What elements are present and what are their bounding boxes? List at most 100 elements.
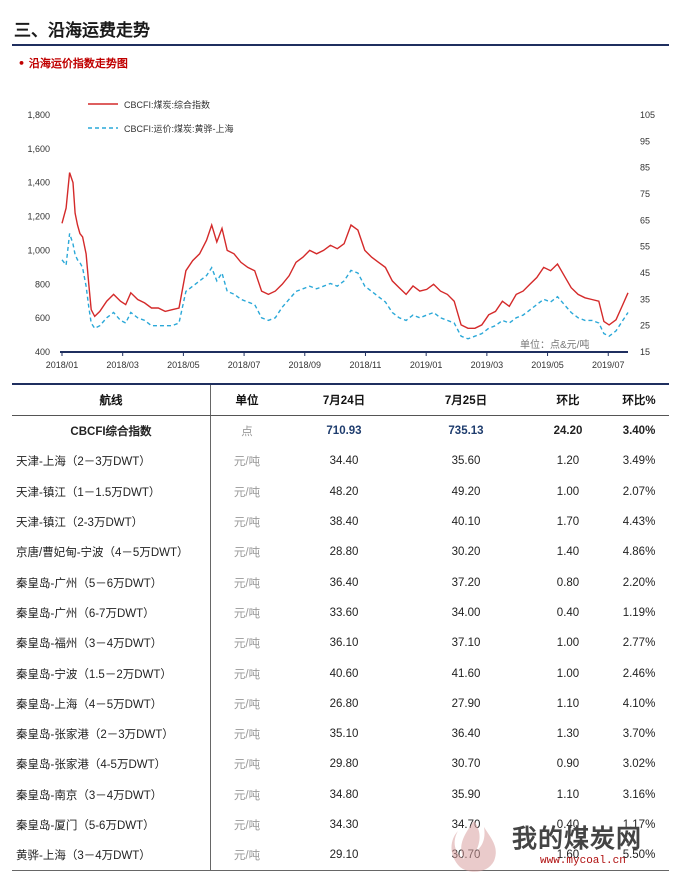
- right-axis-tick-label: 105: [640, 110, 655, 120]
- x-axis-tick-label: 2018/11: [350, 360, 382, 370]
- cell-change: 0.40: [556, 819, 580, 831]
- table-row: 秦皇岛-厦门（5-6万DWT） 元/吨 34.30 34.70 0.40 1.17%: [12, 809, 669, 841]
- cell-unit: 元/吨: [210, 718, 283, 750]
- right-axis-tick-label: 95: [640, 136, 650, 146]
- series-line-huanghua-shanghai: [61, 233, 629, 340]
- cell-route: 天津-上海（2－3万DWT）: [16, 456, 151, 469]
- cell-route: 秦皇岛-南京（3－4万DWT）: [16, 789, 163, 802]
- col-header-route: 航线: [12, 383, 211, 416]
- table-row: 秦皇岛-张家港（4-5万DWT） 元/吨 29.80 30.70 0.90 3.02%: [12, 749, 669, 780]
- cell-route: CBCFI综合指数: [70, 426, 152, 439]
- cell-change: 1.20: [556, 455, 580, 468]
- table-row: 秦皇岛-广州（5－6万DWT） 元/吨 36.40 37.20 0.80 2.20%: [12, 567, 669, 598]
- table-row: 天津-镇江（2-3万DWT） 元/吨 38.40 40.10 1.70 4.43%: [12, 506, 669, 538]
- right-axis-tick-label: 35: [640, 294, 650, 304]
- cell-unit: 点: [210, 415, 283, 447]
- left-axis-tick-label: 1,800: [27, 110, 50, 120]
- cell-route: 秦皇岛-厦门（5-6万DWT）: [16, 820, 155, 832]
- cell-change-pct: 1.17%: [622, 819, 656, 831]
- cell-jul24: 34.40: [329, 455, 359, 468]
- right-axis-tick-label: 15: [640, 347, 650, 357]
- cell-change-pct: 5.50%: [609, 840, 669, 872]
- left-axis-tick-label: 400: [35, 347, 50, 357]
- cell-jul24: 29.80: [329, 758, 359, 771]
- legend-label-huanghua-shanghai: CBCFI:运价:煤炭:黄骅-上海: [124, 123, 234, 134]
- cell-jul25: 36.40: [451, 728, 481, 741]
- cell-unit: 元/吨: [210, 506, 283, 538]
- cell-jul25: 30.70: [451, 758, 481, 771]
- cell-change: 1.30: [556, 728, 580, 741]
- col-header-unit: 单位: [210, 383, 283, 416]
- cell-unit: 元/吨: [210, 749, 283, 780]
- cell-unit: 元/吨: [210, 446, 283, 477]
- left-axis-ticks: 400 600 800 1,000 1,200 1,400 1,600 1,800: [27, 110, 50, 357]
- cell-jul24: 36.10: [329, 637, 359, 650]
- table-row-index: CBCFI综合指数 点 710.93 735.13 24.20 3.40%: [12, 415, 669, 447]
- cell-route: 京唐/曹妃甸-宁波（4－5万DWT）: [16, 547, 189, 560]
- cell-unit: 元/吨: [210, 688, 283, 719]
- cell-jul25: 30.70: [405, 840, 527, 872]
- cell-jul24: 26.80: [329, 697, 359, 710]
- right-axis-ticks: 15 25 35 45 55 65 75 85 95 105: [640, 110, 655, 357]
- cell-route: 秦皇岛-广州（6-7万DWT）: [16, 607, 155, 620]
- table-row: 天津-镇江（1－1.5万DWT） 元/吨 48.20 49.20 1.00 2.07%: [12, 476, 669, 507]
- cell-jul25: 30.20: [451, 546, 481, 559]
- left-axis-tick-label: 600: [35, 313, 50, 323]
- cell-jul25: 40.10: [451, 516, 481, 529]
- cell-jul24: 34.30: [329, 819, 359, 831]
- freight-index-chart: 400 600 800 1,000 1,200 1,400 1,600 1,800 15 25 3…: [27, 99, 655, 370]
- left-axis-tick-label: 800: [35, 279, 50, 289]
- x-axis-tick-label: 2018/01: [46, 360, 79, 370]
- cell-change: 1.70: [556, 516, 580, 529]
- right-axis-tick-label: 55: [640, 242, 650, 252]
- cell-unit: 元/吨: [210, 567, 283, 598]
- cell-jul24: 28.80: [329, 546, 359, 559]
- cell-change-pct: 4.10%: [622, 697, 656, 710]
- cell-jul25: 41.60: [451, 667, 481, 680]
- table-row: 秦皇岛-宁波（1.5－2万DWT） 元/吨 40.60 41.60 1.00 2.46%: [12, 658, 669, 689]
- chart-legend: CBCFI:煤炭:综合指数 CBCFI:运价:煤炭:黄骅-上海: [88, 99, 234, 134]
- cell-jul24: 29.10: [283, 840, 405, 872]
- cell-change: 1.00: [556, 637, 580, 650]
- table-header-row: 航线 单位 7月24日 7月25日 环比 环比%: [12, 383, 669, 416]
- section-title: 三、沿海运费走势: [14, 21, 150, 41]
- cell-route: 秦皇岛-上海（4－5万DWT）: [16, 698, 163, 711]
- cell-change: 1.10: [556, 697, 580, 710]
- cell-change-pct: 4.86%: [622, 546, 656, 559]
- cell-unit: 元/吨: [210, 779, 283, 810]
- cell-change-pct: 2.07%: [622, 485, 656, 498]
- table-row: 秦皇岛-上海（4－5万DWT） 元/吨 26.80 27.90 1.10 4.10%: [12, 688, 669, 719]
- cell-change: 1.10: [556, 788, 580, 801]
- cell-route: 天津-镇江（1－1.5万DWT）: [16, 486, 161, 499]
- freight-rate-table: 航线 单位 7月24日 7月25日 环比 环比% CBCFI综合指数 点 710…: [12, 383, 669, 872]
- cell-unit: 元/吨: [210, 658, 283, 689]
- cell-jul24: 40.60: [329, 667, 359, 680]
- cell-unit: 元/吨: [210, 537, 283, 568]
- cell-route: 秦皇岛-宁波（1.5－2万DWT）: [16, 668, 172, 681]
- col-header-change: 环比: [527, 383, 609, 416]
- cell-jul24: 35.10: [329, 728, 359, 741]
- right-axis-tick-label: 65: [640, 215, 650, 225]
- left-axis-tick-label: 1,400: [27, 178, 50, 188]
- col-header-jul24: 7月24日: [283, 383, 405, 416]
- series-layer: [61, 172, 629, 340]
- cell-change: 0.80: [556, 576, 580, 589]
- cell-route: 天津-镇江（2-3万DWT）: [16, 517, 144, 530]
- cell-jul25: 49.20: [451, 485, 481, 498]
- table-row: 秦皇岛-南京（3－4万DWT） 元/吨 34.80 35.90 1.10 3.16%: [12, 779, 669, 810]
- cell-change-pct: 2.46%: [622, 667, 656, 680]
- cell-change: 1.00: [556, 485, 580, 498]
- chart-subtitle: • 沿海运价指数走势图: [18, 57, 128, 70]
- cell-jul25: 34.00: [451, 606, 481, 619]
- x-axis-tick-label: 2018/09: [289, 360, 322, 370]
- cell-change: 1.00: [556, 667, 580, 680]
- cell-change-pct: 3.49%: [622, 455, 656, 468]
- cell-unit: 元/吨: [210, 840, 283, 872]
- right-axis-tick-label: 25: [640, 321, 650, 331]
- left-axis-tick-label: 1,600: [27, 144, 50, 154]
- left-axis-tick-label: 1,000: [27, 245, 50, 255]
- x-axis-tick-label: 2018/05: [167, 360, 200, 370]
- title-divider: [12, 44, 669, 46]
- cell-change: 24.20: [553, 425, 583, 438]
- cell-change: 0.90: [556, 758, 580, 771]
